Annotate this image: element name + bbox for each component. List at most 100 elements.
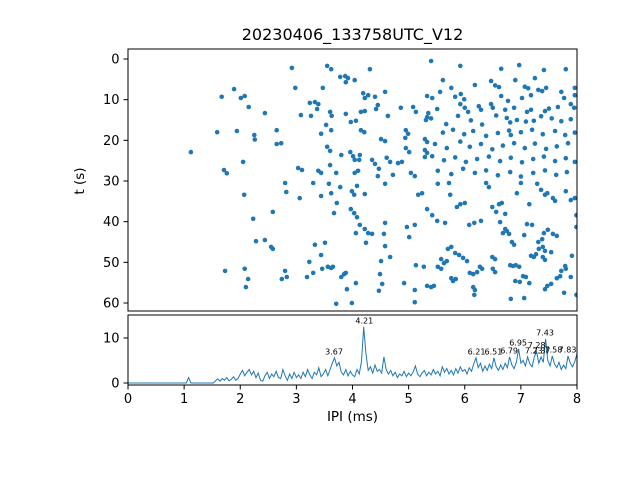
scatter-point (536, 239, 541, 245)
scatter-point (365, 230, 371, 236)
scatter-point (504, 115, 510, 121)
scatter-point (324, 144, 330, 150)
scatter-point (483, 133, 489, 139)
scatter-point (298, 112, 304, 118)
peak-label: 7.23 (525, 346, 543, 355)
scatter-point (572, 92, 577, 98)
scatter-point (413, 109, 419, 115)
scatter-point (424, 283, 430, 289)
scatter-point (403, 127, 409, 133)
scatter-point (278, 140, 284, 146)
scatter-point (412, 299, 418, 305)
y-tick-label: 40 (103, 215, 120, 230)
scatter-point (328, 127, 334, 133)
scatter-point (572, 195, 577, 201)
scatter-point (350, 153, 356, 159)
scatter-point (358, 109, 364, 115)
scatter-point (453, 276, 459, 282)
scatter-point (424, 206, 430, 212)
scatter-point (435, 264, 441, 270)
scatter-point (541, 154, 547, 159)
scatter-point (465, 109, 471, 115)
scatter-point (307, 100, 313, 106)
x-tick-label: 4 (348, 392, 356, 407)
x-tick-label: 3 (292, 392, 300, 407)
scatter-point (445, 246, 451, 252)
scatter-point (440, 77, 446, 83)
scatter-point (390, 172, 396, 178)
scatter-point (521, 232, 527, 238)
scatter-point (354, 183, 360, 189)
scatter-point (221, 167, 227, 173)
scatter-point (262, 110, 268, 116)
scatter-point (429, 153, 435, 159)
scatter-series (188, 58, 577, 307)
scatter-point (428, 116, 434, 121)
scatter-point (441, 158, 447, 163)
scatter-point (472, 287, 478, 293)
scatter-point (488, 78, 494, 84)
scatter-point (245, 276, 251, 282)
scatter-point (312, 99, 318, 105)
scatter-point (344, 286, 350, 292)
scatter-point (572, 85, 577, 91)
scatter-point (552, 128, 558, 134)
scatter-point (508, 155, 514, 161)
scatter-point (541, 230, 547, 236)
scatter-point (352, 157, 358, 163)
scatter-point (559, 118, 564, 124)
scatter-point (442, 220, 448, 226)
scatter-point (246, 104, 251, 110)
scatter-point (554, 233, 560, 239)
scatter-point (486, 154, 492, 159)
scatter-point (443, 121, 449, 127)
scatter-point (337, 184, 343, 190)
scatter-point (369, 231, 375, 237)
scatter-point (449, 244, 454, 250)
scatter-point (343, 270, 349, 276)
scatter-point (568, 116, 574, 122)
scatter-point (490, 147, 495, 152)
scatter-point (360, 90, 366, 96)
scatter-point (479, 122, 485, 127)
scatter-point (517, 279, 523, 285)
scatter-point (382, 220, 388, 226)
peak-label: 7.58 (544, 346, 562, 355)
scatter-point (525, 86, 531, 91)
scatter-point (545, 283, 550, 289)
scatter-point (524, 109, 530, 115)
scatter-point (349, 300, 355, 306)
scatter-point (483, 168, 489, 173)
scatter-point (403, 135, 408, 141)
scatter-point (438, 256, 444, 262)
scatter-point (476, 103, 482, 109)
scatter-point (222, 268, 228, 274)
scatter-point (432, 141, 438, 147)
scatter-point (252, 137, 258, 142)
scatter-point (426, 110, 431, 116)
scatter-point (328, 66, 334, 72)
scatter-point (282, 268, 288, 274)
scatter-point (241, 192, 247, 198)
scatter-point (293, 85, 298, 91)
scatter-point (339, 152, 344, 158)
scatter-point (387, 159, 393, 165)
scatter-point (434, 106, 440, 112)
scatter-point (470, 271, 476, 277)
scatter-point (490, 266, 496, 272)
scatter-point (372, 94, 378, 100)
scatter-point (322, 240, 328, 246)
scatter-point (460, 255, 466, 261)
scatter-point (514, 190, 520, 196)
scatter-point (412, 222, 418, 228)
scatter-point (297, 195, 303, 201)
scatter-point (234, 128, 240, 134)
scatter-point (299, 167, 305, 173)
scatter-point (468, 118, 474, 123)
scatter-point (531, 118, 537, 124)
scatter-point (554, 275, 560, 281)
scatter-point (358, 127, 364, 133)
scatter-point (353, 118, 359, 124)
scatter-point (490, 105, 496, 111)
scatter-point (382, 89, 388, 95)
